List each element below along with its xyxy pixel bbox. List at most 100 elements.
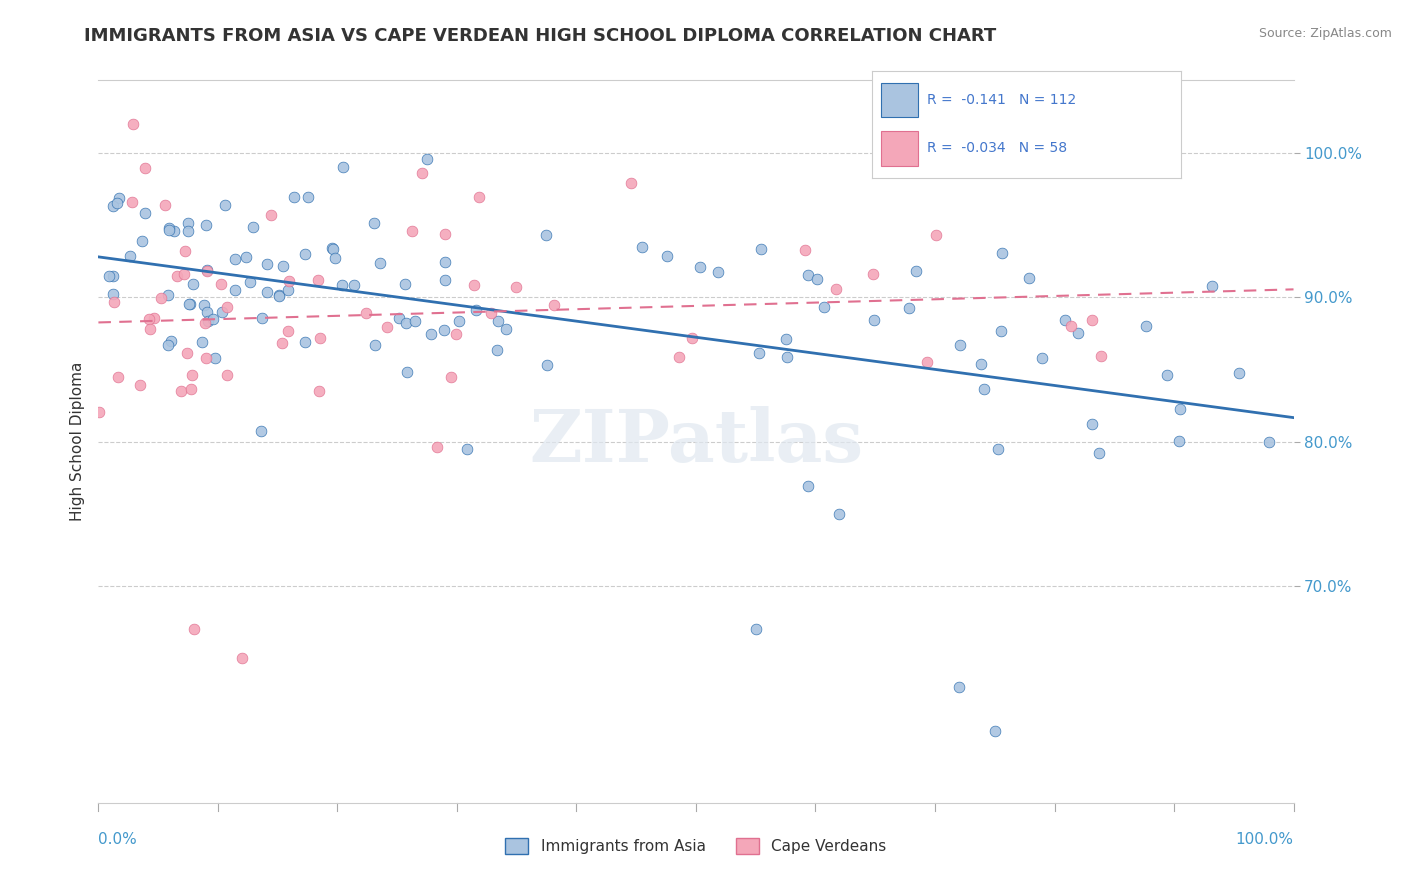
Point: [416, 153, 439, 167]
Point: [505, 280, 527, 294]
Point: [434, 273, 457, 287]
Point: [277, 324, 299, 338]
Point: [793, 243, 815, 257]
Point: [157, 338, 180, 352]
Point: [1168, 434, 1191, 448]
Point: [797, 268, 820, 282]
Point: [297, 189, 319, 203]
Point: [107, 370, 129, 384]
Point: [1135, 319, 1157, 334]
Point: [322, 242, 344, 256]
Point: [395, 316, 418, 330]
Text: IMMIGRANTS FROM ASIA VS CAPE VERDEAN HIGH SCHOOL DIPLOMA CORRELATION CHART: IMMIGRANTS FROM ASIA VS CAPE VERDEAN HIG…: [84, 27, 997, 45]
Point: [1067, 326, 1090, 340]
Point: [131, 234, 153, 248]
Point: [157, 222, 180, 236]
Bar: [882, 83, 918, 118]
Point: [183, 623, 205, 637]
Point: [440, 370, 463, 384]
Point: [828, 507, 851, 521]
Point: [103, 295, 125, 310]
Point: [101, 268, 124, 283]
Point: [363, 216, 385, 230]
Point: [1031, 351, 1053, 366]
Point: [536, 359, 558, 373]
Point: [806, 272, 828, 286]
Point: [343, 277, 366, 292]
Point: [283, 190, 305, 204]
Point: [925, 227, 948, 242]
Point: [201, 312, 224, 326]
Point: [129, 377, 152, 392]
Point: [949, 338, 972, 352]
Y-axis label: High School Diploma: High School Diploma: [69, 362, 84, 521]
Point: [194, 351, 217, 365]
Point: [426, 441, 449, 455]
Point: [180, 382, 202, 396]
Point: [267, 288, 290, 302]
Point: [332, 161, 354, 175]
Point: [776, 351, 799, 365]
Point: [179, 297, 201, 311]
Point: [163, 224, 186, 238]
Point: [122, 117, 145, 131]
Point: [267, 289, 290, 303]
Point: [183, 277, 205, 292]
Point: [177, 224, 200, 238]
Point: [775, 332, 797, 346]
Point: [495, 322, 517, 336]
Point: [98, 268, 121, 283]
Point: [87, 405, 110, 419]
Point: [1053, 312, 1076, 326]
Point: [825, 282, 848, 296]
Point: [256, 285, 278, 299]
Point: [689, 260, 711, 274]
Text: R =  -0.141   N = 112: R = -0.141 N = 112: [928, 94, 1077, 107]
Point: [1018, 271, 1040, 285]
Point: [294, 334, 316, 349]
Point: [250, 310, 273, 325]
Point: [134, 161, 156, 175]
Point: [190, 334, 212, 349]
Point: [1156, 368, 1178, 383]
Point: [307, 273, 329, 287]
Point: [270, 335, 292, 350]
Point: [179, 297, 201, 311]
Point: [990, 246, 1012, 260]
Point: [904, 264, 927, 278]
Point: [157, 288, 180, 302]
Point: [204, 351, 226, 366]
Point: [308, 330, 330, 344]
Point: [375, 320, 398, 334]
Point: [277, 274, 299, 288]
Point: [194, 218, 217, 232]
Point: [170, 384, 193, 398]
Point: [308, 384, 330, 398]
Point: [681, 331, 703, 345]
Point: [433, 255, 456, 269]
Point: [214, 197, 236, 211]
Point: [259, 208, 281, 222]
Point: [195, 263, 218, 277]
Point: [277, 283, 299, 297]
Point: [467, 190, 489, 204]
Point: [139, 322, 162, 336]
Point: [897, 301, 920, 315]
Point: [444, 327, 467, 342]
Point: [101, 199, 124, 213]
Point: [143, 310, 166, 325]
Point: [195, 264, 218, 278]
Point: [194, 316, 217, 330]
Point: [250, 424, 273, 438]
Point: [121, 194, 143, 209]
Point: [419, 326, 441, 341]
Point: [433, 227, 456, 242]
Point: [195, 305, 218, 319]
Point: [209, 277, 232, 291]
Point: [655, 249, 678, 263]
Point: [157, 220, 180, 235]
Point: [479, 306, 502, 320]
Point: [990, 324, 1012, 338]
Point: [631, 240, 654, 254]
Point: [396, 365, 419, 379]
